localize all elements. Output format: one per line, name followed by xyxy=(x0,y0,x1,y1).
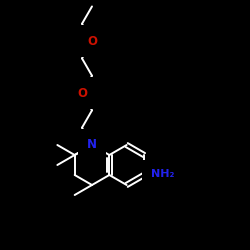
Text: NH₂: NH₂ xyxy=(151,169,174,179)
Text: O: O xyxy=(87,34,97,48)
Text: O: O xyxy=(77,86,87,100)
Text: N: N xyxy=(87,138,97,151)
